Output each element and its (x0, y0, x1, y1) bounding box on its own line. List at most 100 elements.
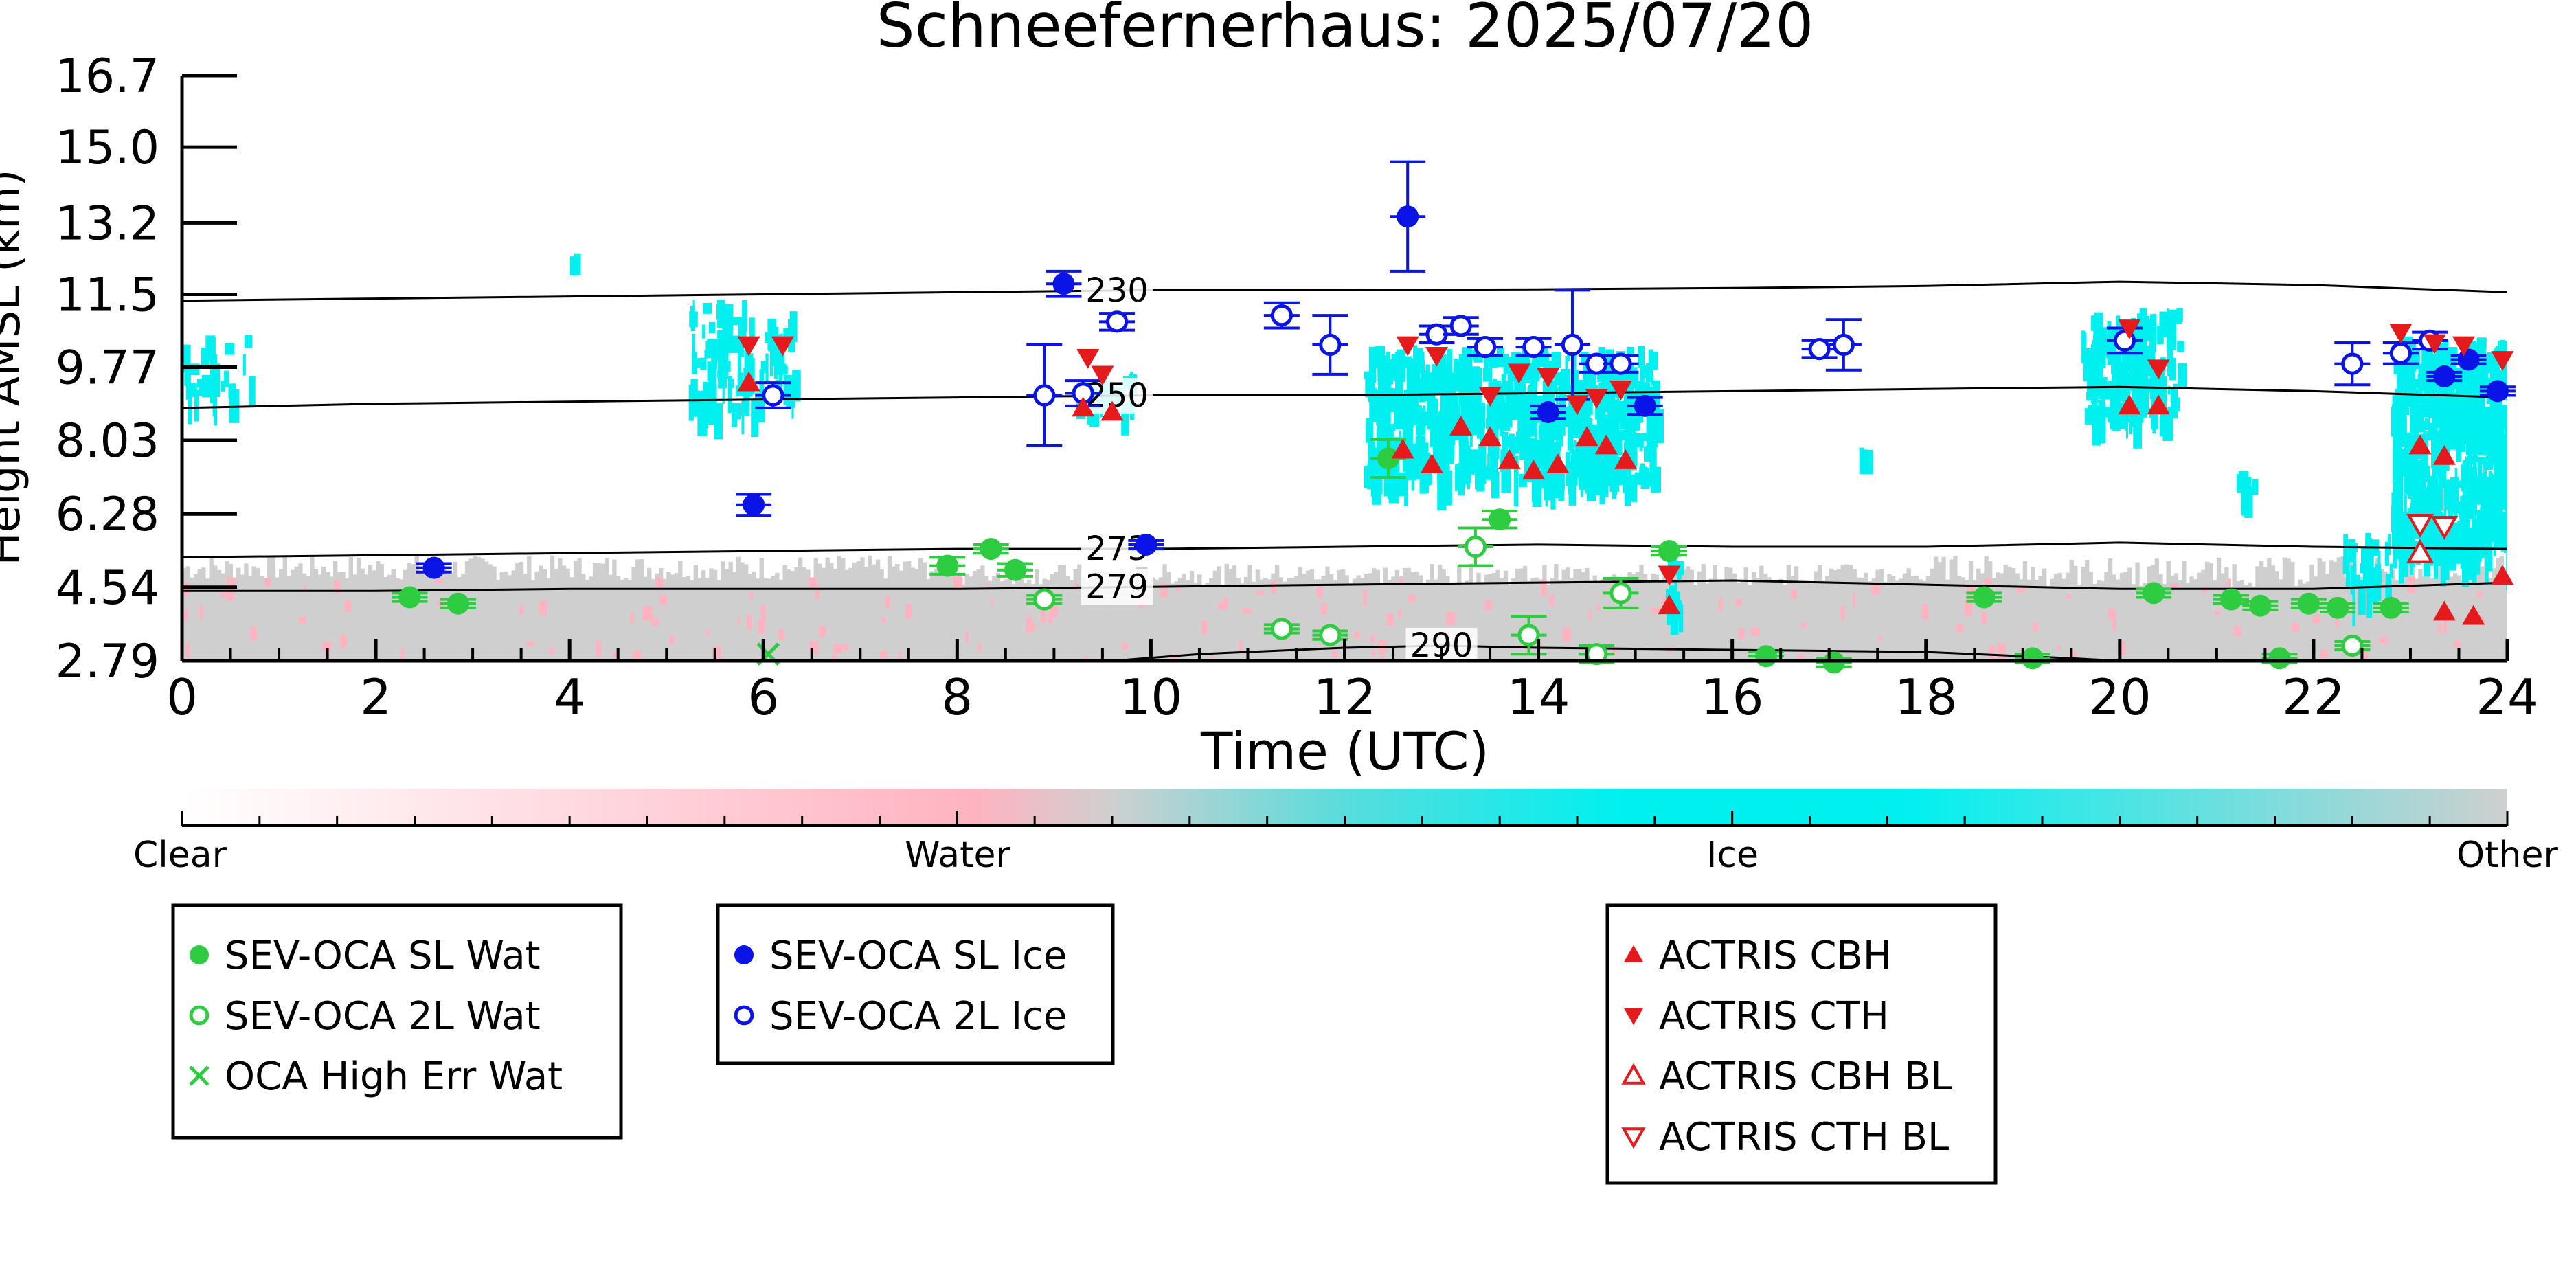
cloud-ice-speck (1441, 421, 1447, 433)
cloud-other-column (1538, 579, 1543, 661)
cloud-ice-speck (690, 305, 695, 325)
cloud-other-column (1364, 574, 1369, 661)
cloud-ice-speck (1421, 370, 1429, 402)
cloud-water-speck (1177, 585, 1180, 593)
cloud-other-column (1682, 569, 1686, 661)
cloud-ice-speck (1610, 424, 1614, 455)
cloud-ice-speck (702, 302, 712, 314)
cloud-ice-speck (1502, 431, 1509, 464)
cloud-other-column (681, 576, 687, 661)
cloud-other-column (693, 565, 699, 661)
cloud-water-speck (1271, 580, 1276, 594)
cloud-ice-speck (2147, 351, 2156, 366)
cloud-other-column (600, 563, 605, 661)
cloud-other-column (1371, 568, 1377, 661)
cloud-ice-speck (2438, 461, 2447, 476)
cloud-ice-speck (2414, 348, 2420, 370)
cloud-other-column (1177, 578, 1183, 661)
cloud-ice-speck (1388, 392, 1396, 413)
cloud-ice-speck (1519, 386, 1524, 423)
cloud-other-column (1798, 581, 1803, 661)
cloud-other-column (872, 564, 877, 661)
cloud-ice-speck (1607, 377, 1614, 414)
cloud-ice-speck (2425, 534, 2434, 558)
data-point (1498, 449, 1521, 469)
cloud-other-column (1340, 569, 1346, 661)
series-actris-cbh-bl (2406, 539, 2434, 563)
cloud-ice-speck (2424, 388, 2432, 418)
cloud-other-column (379, 564, 385, 661)
cloud-ice-speck (1505, 385, 1511, 418)
cloud-ice-speck (1513, 469, 1519, 506)
cloud-other-column (1883, 582, 1888, 661)
cloud-water-speck (761, 604, 766, 621)
cloud-other-column (2410, 560, 2415, 661)
cloud-other-column (1588, 582, 1594, 661)
legend-label: ACTRIS CBH BL (1659, 1054, 1952, 1099)
data-point (2457, 348, 2480, 371)
contour-label-bg (1081, 272, 1153, 308)
cloud-ice-speck (2485, 420, 2489, 439)
cloud-other-column (1333, 580, 1337, 661)
cloud-ice-speck (2504, 426, 2507, 460)
cloud-ice-speck (1492, 452, 1498, 479)
cloud-other-column (856, 561, 861, 661)
cloud-other-column (1383, 567, 1388, 661)
cloud-ice-speck (2456, 371, 2465, 406)
cloud-other-column (1252, 581, 1256, 661)
data-point (1091, 365, 1114, 386)
cloud-other-column (2162, 583, 2167, 661)
cloud-water-speck (633, 650, 642, 661)
cloud-other-column (1182, 574, 1186, 661)
cloud-other-column (2453, 573, 2458, 661)
cloud-other-column (1996, 572, 2000, 661)
cloud-other-column (1620, 580, 1625, 661)
cloud-ice-speck (1535, 353, 1541, 371)
cloud-ice-speck (1669, 589, 1674, 598)
cloud-other-column (1263, 578, 1268, 661)
cloud-other-column (2011, 568, 2016, 661)
cloud-water-speck (659, 594, 667, 605)
cloud-other-column (403, 569, 407, 661)
cloud-ice-speck (1392, 423, 1396, 431)
legend-box-3: ACTRIS CBH ACTRIS CTH ACTRIS CBH BL ACTRIS … (1605, 903, 1998, 1185)
cloud-ice-speck (1403, 356, 1412, 368)
cloud-ice-speck (185, 366, 190, 400)
data-point (1100, 400, 1124, 421)
cloud-ice-speck (2459, 406, 2466, 428)
cloud-other-column (1809, 582, 1814, 661)
cloud-ice-speck (2418, 396, 2427, 415)
cloud-other-column (2092, 583, 2097, 661)
cloud-ice-speck (221, 381, 226, 392)
legend-marker (1623, 1008, 1644, 1026)
cloud-other-column (1976, 568, 1981, 661)
cloud-ice-speck (1497, 409, 1502, 430)
cloud-ice-speck (1568, 471, 1577, 506)
cloud-other-column (922, 562, 927, 661)
cloud-ice-speck (1487, 453, 1490, 475)
cloud-ice-speck (1620, 429, 1629, 440)
cloud-ice-speck (1402, 400, 1405, 431)
cloud-water-speck (1210, 655, 1214, 661)
cloud-ice-speck (1376, 396, 1381, 422)
cloud-other-column (232, 578, 237, 661)
cloud-ice-speck (707, 339, 714, 359)
cloud-ice-speck (2489, 405, 2500, 420)
cloud-other-column (2279, 579, 2283, 661)
cloud-ice-speck (2487, 526, 2494, 543)
cloud-ice-speck (1612, 468, 1616, 499)
cloud-other-column (1631, 574, 1636, 661)
cloud-other-column (2426, 565, 2430, 661)
cloud-water-speck (1320, 603, 1327, 615)
cloud-water-speck (1397, 609, 1402, 619)
cloud-water-speck (1549, 594, 1555, 607)
cloud-ice-speck (1449, 398, 1458, 417)
data-point (2143, 582, 2165, 605)
cloud-ice-speck (1554, 372, 1562, 385)
cloud-ice-speck (1496, 347, 1505, 368)
cloud-water-speck (339, 637, 348, 646)
cloud-other-column (1930, 568, 1934, 661)
cloud-ice-speck (202, 375, 211, 398)
cloud-water-speck (1031, 622, 1035, 631)
cloud-ice-speck (741, 403, 750, 416)
